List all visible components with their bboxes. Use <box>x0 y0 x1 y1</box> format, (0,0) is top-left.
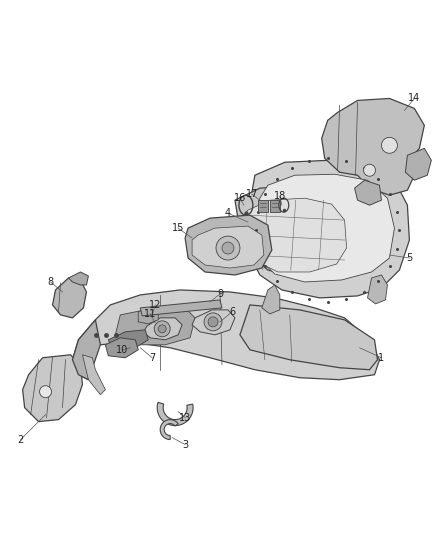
Polygon shape <box>106 338 138 358</box>
Text: 5: 5 <box>406 253 413 263</box>
Polygon shape <box>72 290 379 379</box>
Polygon shape <box>258 200 268 212</box>
Polygon shape <box>138 308 158 324</box>
Text: 1: 1 <box>378 353 385 363</box>
Text: 7: 7 <box>149 353 155 363</box>
Text: 3: 3 <box>182 440 188 449</box>
Circle shape <box>222 242 234 254</box>
Polygon shape <box>192 226 264 268</box>
Polygon shape <box>192 310 235 335</box>
Text: 15: 15 <box>172 223 184 233</box>
Polygon shape <box>406 148 431 180</box>
Polygon shape <box>185 215 272 275</box>
Circle shape <box>381 138 397 154</box>
Polygon shape <box>262 285 280 314</box>
Text: 14: 14 <box>408 93 420 103</box>
Polygon shape <box>248 160 410 298</box>
Text: 9: 9 <box>217 289 223 299</box>
Text: 11: 11 <box>144 309 156 319</box>
Text: 18: 18 <box>274 191 286 201</box>
Polygon shape <box>108 330 148 350</box>
Polygon shape <box>115 308 195 345</box>
Polygon shape <box>321 99 424 195</box>
Text: 17: 17 <box>246 189 258 199</box>
Text: 6: 6 <box>229 307 235 317</box>
Circle shape <box>208 317 218 327</box>
Polygon shape <box>23 355 82 422</box>
Polygon shape <box>143 318 182 340</box>
Polygon shape <box>68 272 88 285</box>
Text: 13: 13 <box>179 413 191 423</box>
Polygon shape <box>235 185 360 278</box>
Polygon shape <box>160 419 178 440</box>
Text: 10: 10 <box>116 345 128 355</box>
Polygon shape <box>255 174 395 282</box>
Polygon shape <box>53 278 86 318</box>
Polygon shape <box>367 275 388 304</box>
Polygon shape <box>355 180 381 205</box>
Text: 16: 16 <box>234 193 246 203</box>
Text: 8: 8 <box>47 277 53 287</box>
Polygon shape <box>270 200 280 212</box>
Polygon shape <box>140 300 222 316</box>
Circle shape <box>158 325 166 333</box>
Circle shape <box>216 236 240 260</box>
Circle shape <box>204 313 222 331</box>
Polygon shape <box>242 198 346 272</box>
Polygon shape <box>157 402 193 425</box>
Polygon shape <box>82 355 106 394</box>
Text: 12: 12 <box>149 300 161 310</box>
Text: 2: 2 <box>18 434 24 445</box>
Circle shape <box>39 386 52 398</box>
Text: 4: 4 <box>225 208 231 218</box>
Polygon shape <box>240 305 378 370</box>
Circle shape <box>364 164 375 176</box>
Circle shape <box>154 321 170 337</box>
Polygon shape <box>72 320 100 379</box>
